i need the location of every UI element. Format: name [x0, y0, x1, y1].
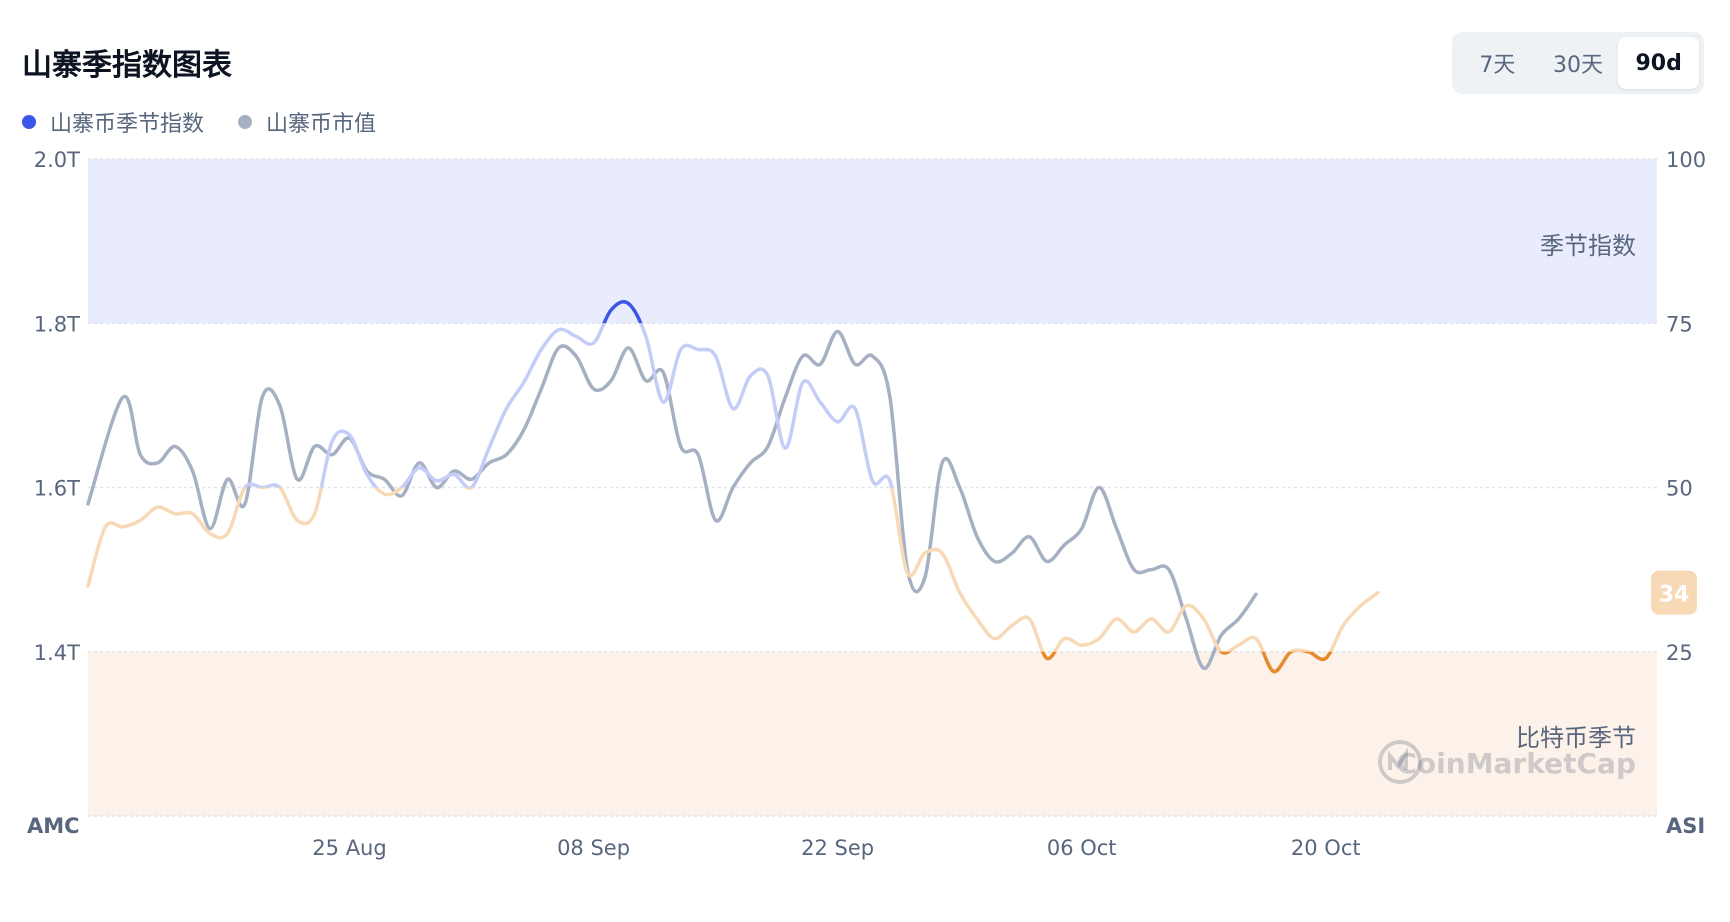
range-90d-button[interactable]: 90d — [1618, 37, 1700, 89]
range-30d-button[interactable]: 30天 — [1553, 53, 1603, 78]
right-axis-tick-label: 100 — [1666, 148, 1706, 172]
alt-season-zone — [88, 159, 1657, 324]
btc-season-zone — [88, 651, 1657, 816]
left-axis-tick-label: 2.0T — [34, 148, 80, 172]
legend-item-market-cap[interactable]: 山寨币市值 — [238, 106, 376, 138]
current-value-badge: 34 — [1651, 570, 1697, 615]
coinmarketcap-logo-icon — [1378, 740, 1422, 784]
range-7d-button[interactable]: 7天 — [1479, 53, 1516, 78]
x-axis-tick-label: 20 Oct — [1291, 836, 1361, 860]
legend-label: 山寨币市值 — [266, 112, 377, 137]
market-cap-line — [86, 329, 1258, 670]
logo-ring — [1378, 740, 1422, 784]
left-axis-tick-label: 1.8T — [34, 312, 80, 336]
time-range-selector: 7天 30天 90d — [1452, 32, 1704, 94]
badge-value: 34 — [1659, 583, 1690, 608]
right-axis-tick-label: 50 — [1666, 477, 1693, 501]
x-axis-tick-label: 08 Sep — [557, 836, 630, 860]
left-axis-tick-label: 1.6T — [34, 477, 80, 501]
logo-mark — [1388, 747, 1408, 770]
chart-legend: 山寨币季节指数 山寨币市值 — [22, 106, 376, 138]
legend-item-asi[interactable]: 山寨币季节指数 — [22, 106, 204, 138]
badge-bg — [1651, 570, 1697, 615]
alt-season-zone-label: 季节指数 — [1540, 232, 1636, 260]
left-axis-tick-label: 1.4T — [34, 641, 80, 665]
x-axis-tick-label: 25 Aug — [312, 836, 386, 860]
x-axis-tick-label: 22 Sep — [801, 836, 874, 860]
page-title: 山寨季指数图表 — [22, 48, 232, 83]
btc-season-zone-label: 比特币季节 — [1516, 724, 1636, 752]
legend-label: 山寨币季节指数 — [50, 112, 205, 137]
right-axis-name: ASI — [1666, 814, 1705, 838]
watermark-text: CoinMarketCap — [1396, 747, 1636, 780]
legend-dot-icon — [238, 115, 253, 129]
right-axis-tick-label: 75 — [1666, 312, 1693, 336]
season-index-line-segment — [242, 323, 894, 488]
season-index-line-segment — [86, 487, 1380, 652]
x-axis-tick-label: 06 Oct — [1047, 836, 1117, 860]
legend-dot-icon — [22, 115, 36, 129]
right-axis-tick-label: 25 — [1666, 641, 1693, 665]
left-axis-name: AMC — [27, 814, 80, 838]
